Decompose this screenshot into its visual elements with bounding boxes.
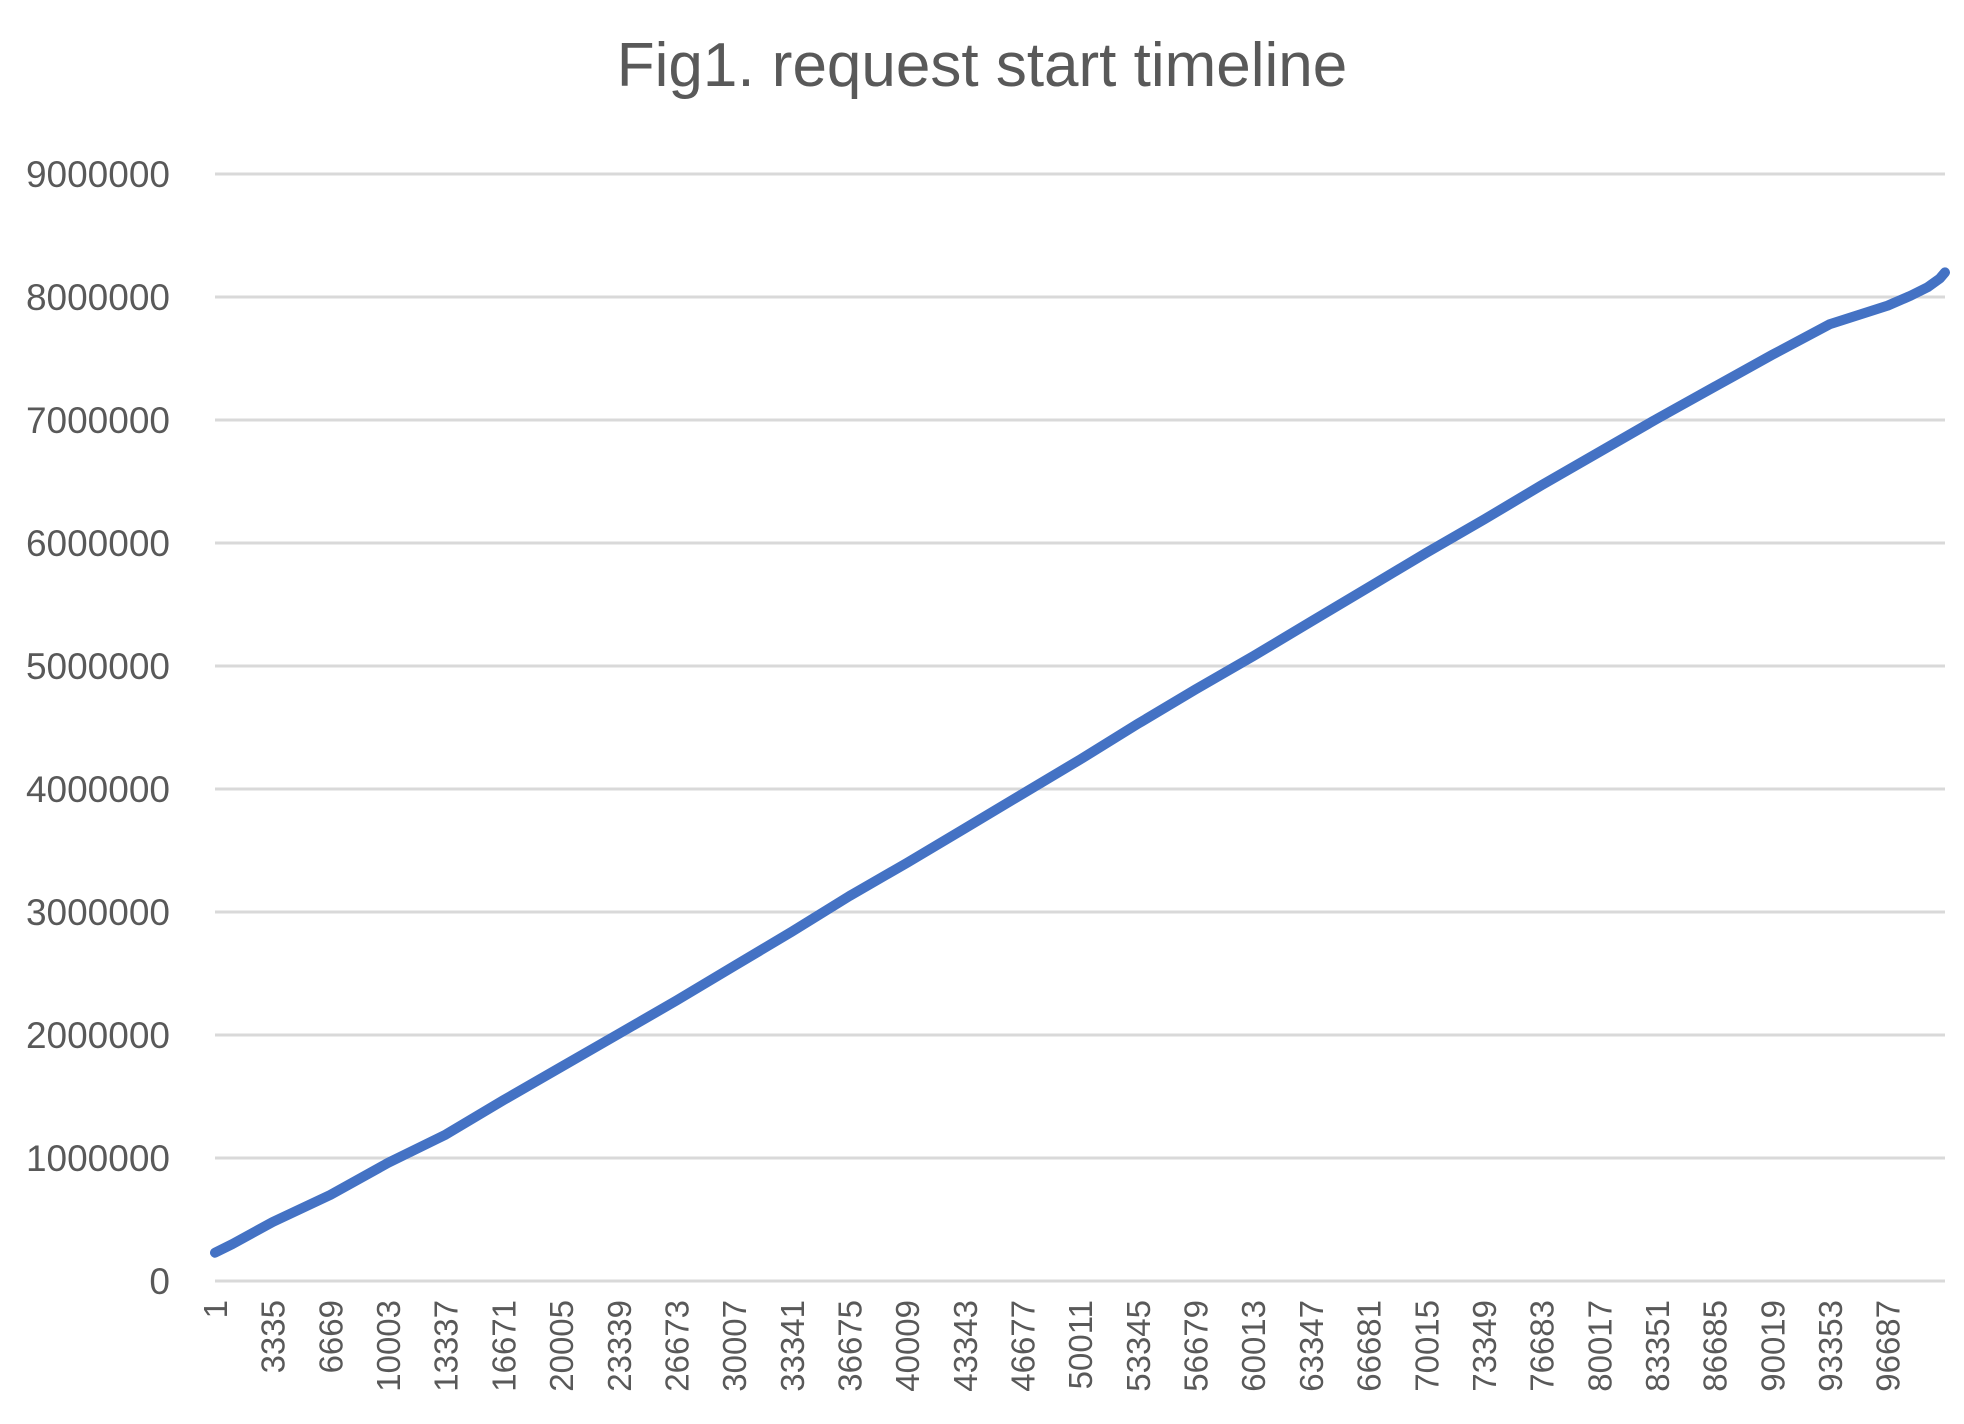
y-tick-label: 6000000: [26, 523, 170, 564]
x-tick-label: 86685: [1697, 1300, 1734, 1392]
x-tick-label: 23339: [601, 1300, 638, 1392]
chart-title: Fig1. request start timeline: [616, 31, 1348, 100]
x-tick-label: 73349: [1466, 1300, 1503, 1392]
x-tick-label: 70015: [1408, 1300, 1445, 1392]
x-tick-label: 16671: [485, 1300, 522, 1392]
x-tick-label: 96687: [1870, 1300, 1907, 1392]
x-axis-ticks: 1 3335 6669 10003 13337 16671 20005 23339 26673 3…: [197, 1300, 1907, 1392]
x-tick-label: 1: [197, 1300, 234, 1318]
x-tick-label: 33341: [774, 1300, 811, 1392]
y-tick-label: 4000000: [26, 769, 170, 810]
x-tick-label: 53345: [1120, 1300, 1157, 1392]
x-tick-label: 76683: [1524, 1300, 1561, 1392]
x-tick-label: 3335: [255, 1300, 292, 1373]
x-tick-label: 60013: [1235, 1300, 1272, 1392]
x-tick-label: 66681: [1351, 1300, 1388, 1392]
y-tick-label: 1000000: [26, 1138, 170, 1179]
x-tick-label: 20005: [543, 1300, 580, 1392]
x-tick-label: 36675: [831, 1300, 868, 1392]
x-tick-label: 30007: [716, 1300, 753, 1392]
x-tick-label: 56679: [1178, 1300, 1215, 1392]
y-tick-label: 9000000: [26, 154, 170, 195]
x-tick-label: 26673: [658, 1300, 695, 1392]
x-tick-label: 80017: [1581, 1300, 1618, 1392]
y-tick-label: 3000000: [26, 892, 170, 933]
x-tick-label: 40009: [889, 1300, 926, 1392]
series-group: [210, 267, 1950, 1258]
series-line-0: [210, 267, 1950, 1258]
y-tick-label: 8000000: [26, 277, 170, 318]
x-tick-label: 63347: [1293, 1300, 1330, 1392]
y-tick-label: 5000000: [26, 646, 170, 687]
x-tick-label: 46677: [1005, 1300, 1042, 1392]
x-tick-label: 6669: [312, 1300, 349, 1373]
x-tick-label: 83351: [1639, 1300, 1676, 1392]
y-axis-ticks: 0 1000000 2000000 3000000 4000000 5000000 6000…: [26, 154, 170, 1302]
x-tick-label: 13337: [428, 1300, 465, 1392]
y-tick-label: 7000000: [26, 400, 170, 441]
x-tick-label: 43343: [947, 1300, 984, 1392]
x-tick-label: 50011: [1062, 1300, 1099, 1389]
gridlines: [215, 172, 1945, 1160]
y-tick-label: 2000000: [26, 1015, 170, 1056]
y-tick-label: 0: [149, 1261, 170, 1302]
x-tick-label: 93353: [1812, 1300, 1849, 1392]
x-tick-label: 10003: [370, 1300, 407, 1392]
x-tick-label: 90019: [1754, 1300, 1791, 1392]
